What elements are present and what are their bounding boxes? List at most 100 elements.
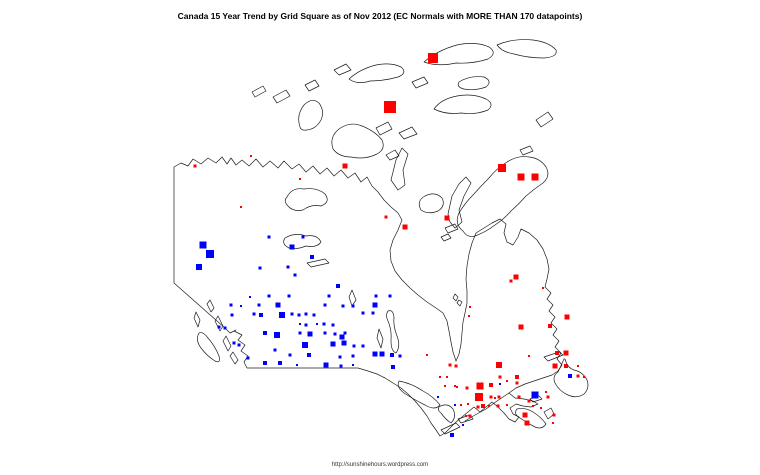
southampton-island — [418, 193, 444, 214]
grid-square-red-squares — [515, 375, 519, 379]
grid-square-red-squares — [426, 354, 428, 356]
grid-square-red-squares — [460, 404, 462, 406]
grid-square-blue-squares — [267, 294, 271, 298]
belcher-islands — [452, 293, 463, 307]
grid-square-blue-squares — [274, 332, 280, 338]
qe-island-1 — [333, 63, 352, 76]
haida-gwaii-island — [193, 311, 201, 328]
grid-square-red-squares — [555, 351, 559, 355]
grid-square-red-squares — [498, 164, 506, 172]
grid-square-red-squares — [465, 415, 467, 417]
grid-square-red-squares — [576, 374, 580, 378]
grid-square-red-squares — [476, 382, 484, 390]
grid-square-red-squares — [540, 407, 542, 409]
grid-square-blue-squares — [398, 354, 402, 358]
lake-winnipeg — [386, 310, 400, 354]
great-bear-lake — [284, 188, 328, 211]
grid-square-blue-squares — [263, 361, 267, 365]
grid-square-red-squares — [548, 324, 552, 328]
grid-square-red-squares — [467, 403, 469, 405]
lake-huron — [437, 404, 455, 424]
lake-erie — [440, 422, 461, 435]
grid-square-red-squares — [517, 395, 521, 399]
grid-square-red-squares — [475, 393, 483, 401]
victoria-island — [331, 123, 384, 159]
bathurst-island — [411, 76, 429, 89]
coats-island — [444, 223, 459, 234]
grid-square-red-squares — [489, 383, 493, 387]
grid-square-red-squares — [489, 395, 493, 399]
grid-square-blue-squares — [310, 255, 314, 259]
melville-island — [348, 63, 405, 83]
footer-url: http://sunshinehours.wordpress.com — [331, 462, 429, 468]
grid-square-blue-squares — [199, 241, 207, 249]
grid-square-blue-squares — [249, 296, 251, 298]
grid-square-blue-squares — [301, 235, 305, 239]
grid-square-red-squares — [456, 386, 458, 388]
mainland-outline — [173, 156, 563, 437]
grid-square-blue-squares — [462, 424, 464, 426]
grid-square-blue-squares — [336, 284, 340, 288]
grid-square-red-squares — [465, 386, 469, 390]
chart-title: Canada 15 Year Trend by Grid Square as o… — [177, 11, 583, 21]
grid-square-blue-squares — [293, 273, 297, 277]
grid-square-blue-squares — [232, 341, 236, 345]
grid-square-blue-squares — [343, 331, 347, 335]
grid-square-blue-squares — [275, 302, 281, 308]
grid-square-blue-squares — [331, 323, 335, 327]
grid-square-blue-squares — [322, 322, 326, 326]
grid-square-blue-squares — [246, 356, 250, 360]
lake-superior — [397, 380, 441, 409]
grid-square-blue-squares — [290, 312, 294, 316]
grid-square-blue-squares — [390, 353, 394, 357]
grid-square-blue-squares — [531, 391, 539, 399]
grid-square-red-squares — [496, 362, 502, 368]
grid-square-blue-squares — [279, 312, 285, 318]
grid-square-red-squares — [498, 375, 502, 379]
somerset-island — [398, 126, 418, 140]
grid-square-blue-squares — [388, 294, 392, 298]
bylot-island — [519, 145, 534, 156]
grid-square-red-squares — [468, 414, 472, 418]
grid-square-blue-squares — [339, 364, 343, 368]
grid-square-blue-squares — [278, 361, 282, 365]
qe-island-3 — [251, 85, 267, 98]
grid-square-red-squares — [494, 397, 496, 399]
grid-square-blue-squares — [312, 313, 316, 317]
coast-island-2 — [214, 315, 224, 332]
grid-square-blue-squares — [296, 364, 298, 366]
map-outline — [173, 39, 589, 437]
anticosti-island — [543, 351, 564, 362]
st-lawrence-river — [464, 392, 510, 422]
grid-square-blue-squares — [568, 374, 572, 378]
grid-square-red-squares — [564, 314, 570, 320]
grid-square-blue-squares — [259, 313, 263, 317]
grid-square-red-squares — [515, 381, 519, 385]
lake-winnipegosis — [376, 328, 384, 349]
melville-peninsula — [447, 176, 472, 229]
grid-square-red-squares — [444, 215, 450, 221]
grid-square-red-squares — [545, 391, 547, 393]
grid-square-red-squares — [468, 315, 470, 317]
ellesmere-island-north — [496, 39, 557, 59]
grid-square-blue-squares — [258, 266, 262, 270]
grid-square-blue-squares — [206, 250, 214, 258]
grid-square-red-squares — [552, 422, 554, 424]
coast-island-1 — [206, 299, 215, 313]
grid-square-blue-squares — [289, 244, 295, 250]
grid-square-red-squares — [496, 404, 500, 408]
grid-square-blue-squares — [351, 354, 355, 358]
grid-square-blue-squares — [361, 311, 365, 315]
qe-island-2 — [304, 79, 320, 92]
reindeer-lake — [348, 289, 357, 307]
grid-square-red-squares — [552, 413, 556, 417]
grid-square-red-squares — [439, 376, 441, 378]
grid-square-blue-squares — [299, 323, 301, 325]
grid-square-blue-squares — [237, 343, 241, 347]
grid-square-blue-squares — [450, 433, 454, 437]
grid-square-blue-squares — [252, 312, 256, 316]
grid-square-red-squares — [518, 324, 524, 330]
grid-square-blue-squares — [372, 302, 378, 308]
